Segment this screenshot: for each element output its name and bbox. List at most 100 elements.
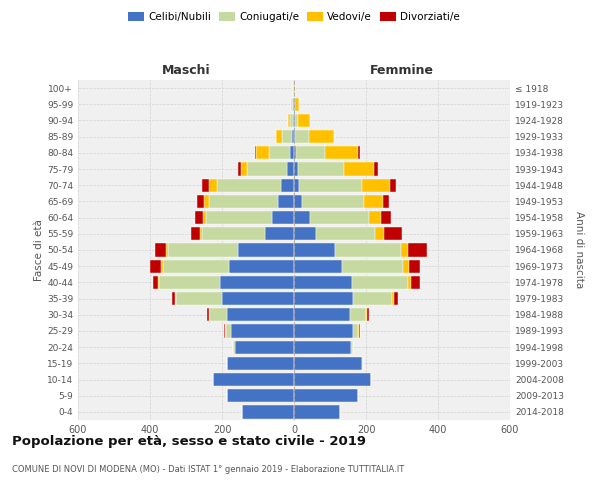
Bar	[176, 292, 222, 305]
Bar	[278, 195, 294, 208]
Bar	[172, 292, 175, 305]
Bar	[298, 114, 310, 127]
Bar	[401, 244, 408, 256]
Bar	[155, 244, 166, 256]
Bar	[224, 324, 225, 338]
Bar	[168, 244, 238, 256]
Bar	[353, 292, 392, 305]
Bar	[231, 324, 294, 338]
Bar	[294, 324, 353, 338]
Bar	[152, 276, 158, 289]
Bar	[159, 276, 220, 289]
Bar	[287, 162, 294, 175]
Bar	[412, 276, 421, 289]
Bar	[161, 260, 163, 273]
Bar	[295, 114, 298, 127]
Bar	[364, 195, 383, 208]
Bar	[195, 211, 203, 224]
Bar	[294, 178, 299, 192]
Bar	[383, 195, 389, 208]
Text: COMUNE DI NOVI DI MODENA (MO) - Dati ISTAT 1° gennaio 2019 - Elaborazione TUTTIT: COMUNE DI NOVI DI MODENA (MO) - Dati IST…	[12, 465, 404, 474]
Bar	[197, 195, 204, 208]
Bar	[209, 178, 217, 192]
Bar	[191, 227, 200, 240]
Bar	[151, 260, 161, 273]
Bar	[358, 146, 360, 160]
Bar	[294, 227, 316, 240]
Bar	[310, 211, 368, 224]
Bar	[265, 227, 294, 240]
Bar	[238, 244, 294, 256]
Bar	[358, 324, 359, 338]
Bar	[294, 308, 350, 322]
Bar	[344, 162, 374, 175]
Bar	[294, 195, 302, 208]
Bar	[296, 146, 325, 160]
Bar	[269, 146, 290, 160]
Bar	[294, 389, 358, 402]
Bar	[391, 178, 396, 192]
Bar	[350, 308, 365, 322]
Bar	[368, 211, 381, 224]
Bar	[294, 373, 371, 386]
Bar	[362, 178, 391, 192]
Bar	[158, 276, 159, 289]
Bar	[204, 195, 209, 208]
Bar	[163, 260, 229, 273]
Bar	[291, 98, 292, 111]
Bar	[351, 340, 353, 354]
Bar	[209, 195, 278, 208]
Bar	[225, 324, 226, 338]
Bar	[362, 356, 363, 370]
Bar	[294, 340, 351, 354]
Bar	[294, 292, 353, 305]
Bar	[217, 178, 281, 192]
Bar	[282, 130, 292, 143]
Bar	[374, 162, 377, 175]
Bar	[294, 356, 362, 370]
Bar	[359, 324, 360, 338]
Bar	[203, 211, 206, 224]
Bar	[294, 162, 298, 175]
Bar	[227, 308, 294, 322]
Bar	[290, 114, 293, 127]
Bar	[294, 244, 335, 256]
Text: Maschi: Maschi	[161, 64, 211, 77]
Bar	[238, 162, 241, 175]
Bar	[294, 114, 295, 127]
Bar	[293, 98, 294, 111]
Bar	[209, 308, 227, 322]
Bar	[227, 389, 294, 402]
Bar	[207, 308, 209, 322]
Bar	[316, 227, 374, 240]
Bar	[392, 292, 394, 305]
Text: Popolazione per età, sesso e stato civile - 2019: Popolazione per età, sesso e stato civil…	[12, 435, 366, 448]
Bar	[294, 146, 296, 160]
Bar	[294, 211, 310, 224]
Bar	[241, 162, 247, 175]
Bar	[287, 114, 290, 127]
Bar	[325, 146, 358, 160]
Bar	[374, 227, 383, 240]
Bar	[299, 178, 362, 192]
Bar	[394, 292, 398, 305]
Bar	[302, 195, 364, 208]
Bar	[166, 244, 168, 256]
Bar	[222, 292, 294, 305]
Bar	[200, 227, 202, 240]
Bar	[294, 276, 352, 289]
Bar	[233, 340, 235, 354]
Bar	[381, 211, 391, 224]
Bar	[293, 82, 294, 94]
Y-axis label: Anni di nascita: Anni di nascita	[574, 212, 584, 288]
Bar	[206, 211, 272, 224]
Y-axis label: Fasce di età: Fasce di età	[34, 219, 44, 281]
Bar	[335, 244, 401, 256]
Bar	[202, 178, 209, 192]
Legend: Celibi/Nubili, Coniugati/e, Vedovi/e, Divorziati/e: Celibi/Nubili, Coniugati/e, Vedovi/e, Di…	[124, 8, 464, 26]
Bar	[295, 130, 309, 143]
Bar	[298, 162, 344, 175]
Bar	[403, 260, 409, 273]
Bar	[227, 356, 294, 370]
Bar	[294, 260, 341, 273]
